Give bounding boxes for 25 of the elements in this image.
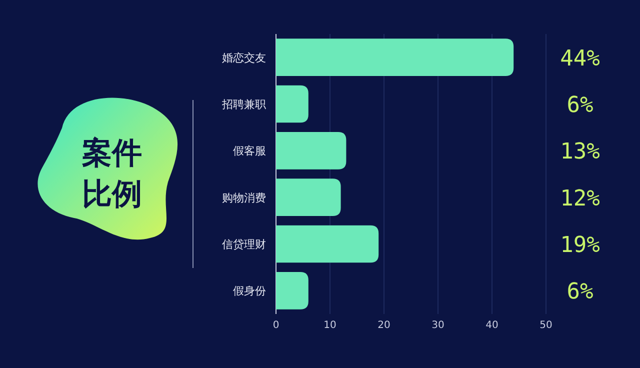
- x-tick-label: 50: [540, 320, 552, 331]
- y-tick-label: 购物消费: [222, 191, 266, 204]
- y-tick-label: 招聘兼职: [221, 98, 266, 111]
- data-label: 13%: [560, 140, 600, 165]
- y-tick-label: 假客服: [233, 144, 266, 158]
- bar: [276, 225, 379, 263]
- bar: [276, 272, 308, 310]
- y-tick-label: 假身份: [233, 284, 266, 298]
- x-tick-label: 30: [432, 320, 444, 331]
- data-label: 6%: [566, 93, 594, 118]
- bar: [276, 38, 514, 76]
- data-label: 19%: [560, 233, 600, 258]
- data-label: 6%: [566, 280, 594, 305]
- y-tick-label: 信贷理财: [222, 238, 266, 251]
- data-label: 44%: [560, 46, 600, 72]
- bar: [276, 178, 341, 216]
- text: 案件比例: [81, 136, 142, 212]
- x-tick-label: 0: [272, 320, 280, 331]
- y-tick-label: 婚恋交友: [222, 51, 266, 64]
- bar: [276, 85, 308, 123]
- x-tick-label: 10: [324, 320, 336, 331]
- bar: [276, 132, 346, 170]
- x-tick-label: 40: [486, 320, 498, 331]
- data-label: 12%: [560, 186, 600, 212]
- x-tick-label: 20: [378, 320, 390, 331]
